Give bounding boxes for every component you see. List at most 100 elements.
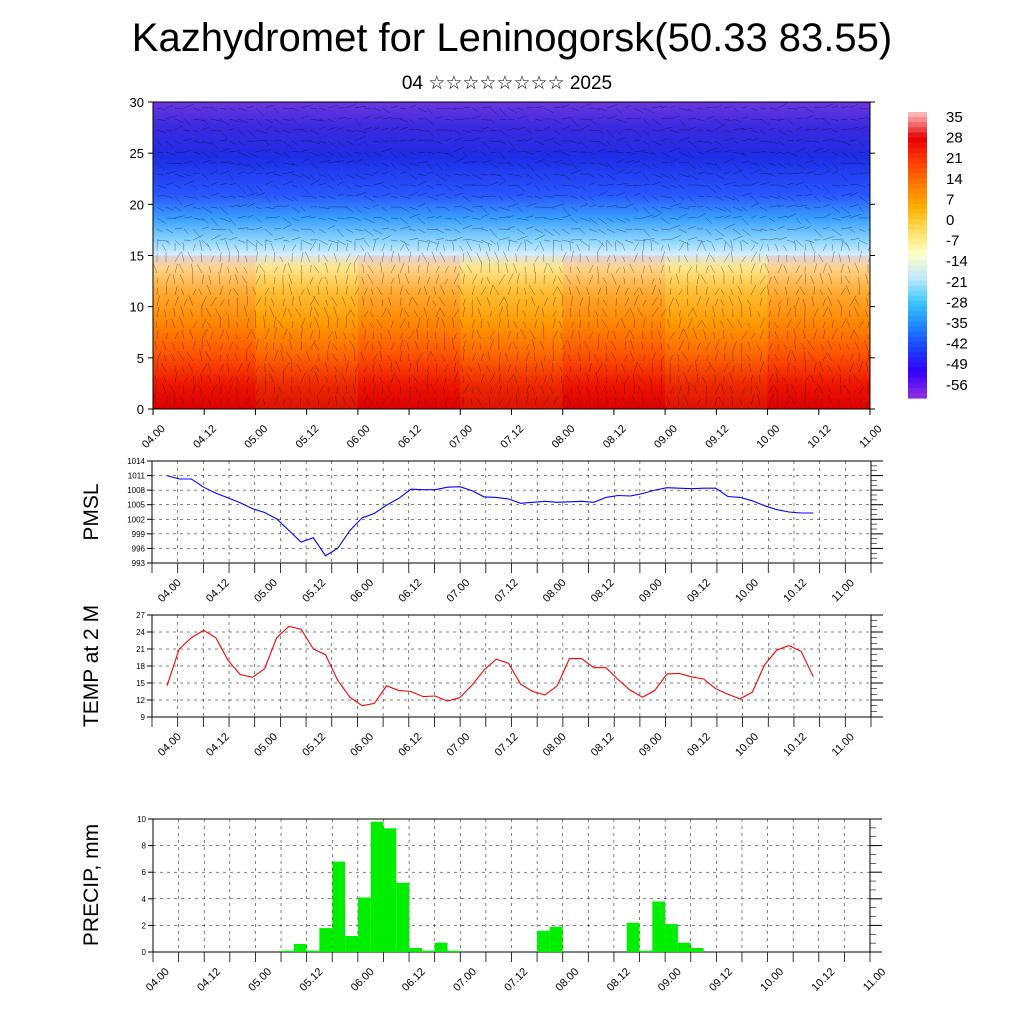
wind-arrow <box>219 129 228 139</box>
wind-arrow <box>335 395 338 406</box>
wind-arrow <box>624 195 631 203</box>
wind-arrow <box>282 263 287 274</box>
wind-arrow <box>354 217 361 221</box>
wind-arrow <box>163 354 167 362</box>
wind-arrow <box>822 149 831 153</box>
wind-arrow <box>462 306 465 318</box>
wind-arrow <box>568 287 572 296</box>
wind-arrow <box>759 162 768 171</box>
wind-arrow <box>363 341 369 351</box>
wind-arrow <box>543 206 555 209</box>
wind-arrow <box>633 362 638 373</box>
wind-arrow <box>462 239 472 241</box>
wind-arrow <box>309 306 312 318</box>
wind-arrow <box>201 328 208 340</box>
wind-arrow <box>237 184 247 194</box>
wind-arrow <box>372 331 374 340</box>
wind-arrow <box>369 311 374 318</box>
wind-arrow <box>696 140 707 143</box>
wind-arrow <box>295 308 302 318</box>
wind-arrow <box>372 383 376 395</box>
wind-arrow <box>314 307 320 318</box>
wind-arrow <box>732 151 745 155</box>
wind-arrow <box>597 333 601 340</box>
wind-arrow <box>687 217 696 219</box>
wind-arrow <box>793 256 797 263</box>
wind-arrow <box>759 129 766 135</box>
wind-arrow <box>730 332 734 340</box>
wind-arrow <box>471 319 476 329</box>
wind-arrow <box>777 306 781 318</box>
wind-arrow <box>849 309 851 318</box>
wind-arrow <box>408 118 415 124</box>
wind-arrow <box>746 354 752 362</box>
wind-arrow <box>426 162 433 170</box>
wind-arrow <box>524 266 527 274</box>
wind-arrow <box>273 184 280 190</box>
wind-arrow <box>476 252 482 263</box>
colorbar-cell <box>908 249 927 256</box>
wind-arrow <box>467 251 473 263</box>
wind-arrow <box>569 266 572 274</box>
chart-subtitle: 04 ☆☆☆☆☆☆☆☆ 2025 <box>401 73 613 94</box>
wind-arrow <box>368 397 374 406</box>
wind-arrow <box>687 162 696 169</box>
colorbar-cell <box>908 382 927 389</box>
wind-arrow <box>750 138 759 142</box>
wind-arrow <box>777 172 788 175</box>
wind-arrow <box>795 172 804 175</box>
colorbar-label: -35 <box>946 315 968 332</box>
wind-arrow <box>390 398 394 406</box>
wind-arrow <box>360 351 365 362</box>
wind-arrow <box>291 118 300 127</box>
wind-arrow <box>471 195 483 199</box>
wind-arrow <box>219 139 227 142</box>
wind-arrow <box>507 140 515 148</box>
wind-arrow <box>811 296 815 307</box>
wind-arrow <box>795 288 800 296</box>
wind-arrow <box>606 262 610 274</box>
wind-arrow <box>817 383 824 395</box>
wind-arrow <box>786 204 798 208</box>
wind-arrow <box>342 395 347 406</box>
wind-arrow <box>234 244 239 252</box>
wind-arrow <box>165 394 169 406</box>
wind-arrow <box>786 195 796 202</box>
wind-arrow <box>579 217 591 222</box>
x-tick-label: 04.00 <box>156 731 184 759</box>
wind-arrow <box>313 342 320 351</box>
wind-arrow <box>714 195 724 201</box>
wind-arrow <box>714 339 720 351</box>
y-axis-label: PMSL <box>80 483 103 540</box>
wind-arrow <box>489 372 496 384</box>
colorbar-cell <box>908 341 927 348</box>
wind-arrow <box>309 118 322 122</box>
wind-arrow <box>452 241 455 252</box>
wind-arrow <box>300 129 308 133</box>
wind-arrow <box>623 382 626 395</box>
wind-arrow <box>372 353 378 362</box>
wind-arrow <box>462 273 465 285</box>
wind-arrow <box>264 373 267 384</box>
wind-arrow <box>570 217 578 224</box>
wind-arrow <box>759 195 769 199</box>
wind-arrow <box>264 171 276 175</box>
wind-arrow <box>228 376 233 384</box>
wind-arrow <box>192 375 195 384</box>
wind-arrow <box>570 184 580 189</box>
field-band <box>153 255 205 409</box>
wind-arrow <box>489 151 498 154</box>
wind-arrow <box>516 241 522 252</box>
wind-arrow <box>606 240 608 252</box>
wind-arrow <box>235 386 239 395</box>
wind-arrow <box>183 228 189 235</box>
wind-arrow <box>489 129 498 131</box>
x-tick-label: 10.12 <box>806 423 834 451</box>
wind-arrow <box>748 363 752 373</box>
colorbar-cell <box>908 147 927 154</box>
wind-arrow <box>843 384 851 395</box>
wind-arrow <box>309 216 317 219</box>
wind-arrow <box>757 393 761 406</box>
wind-arrow <box>570 239 582 241</box>
wind-arrow <box>165 284 168 296</box>
